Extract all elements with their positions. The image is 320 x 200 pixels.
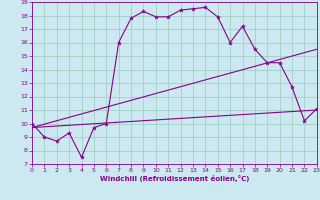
- X-axis label: Windchill (Refroidissement éolien,°C): Windchill (Refroidissement éolien,°C): [100, 175, 249, 182]
